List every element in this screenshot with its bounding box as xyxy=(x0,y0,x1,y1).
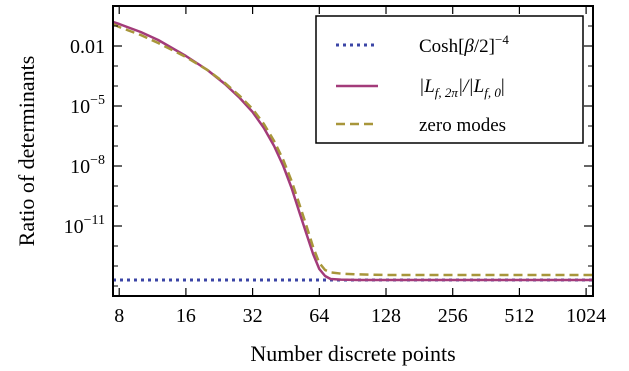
series-layer xyxy=(112,20,593,282)
x-axis-label: Number discrete points xyxy=(250,341,455,366)
x-tick-label-7: 1024 xyxy=(566,305,606,327)
plot-frame xyxy=(112,5,594,297)
x-tick-label-6: 512 xyxy=(504,305,534,327)
y-tick-label-1: 10−5 xyxy=(70,93,105,118)
ticks-layer: 8 16 32 64 128 256 512 1024 0.01 10−5 10−8 10−11 xyxy=(64,5,606,327)
x-tick-label-0: 8 xyxy=(114,305,124,327)
y-tick-label-3: 10−11 xyxy=(64,213,105,238)
x-tick-label-1: 16 xyxy=(176,305,196,327)
x-tick-label-3: 64 xyxy=(309,305,329,327)
y-tick-label-0: 0.01 xyxy=(70,36,105,58)
y-tick-label-2: 10−8 xyxy=(70,153,105,178)
legend-label-zero-modes: zero modes xyxy=(419,115,506,136)
series-line-1 xyxy=(112,20,593,282)
legend-box xyxy=(315,15,584,144)
x-tick-label-2: 32 xyxy=(243,305,263,327)
series-line-2 xyxy=(112,22,593,277)
y-axis-label: Ratio of determinants xyxy=(14,56,39,247)
x-tick-label-4: 128 xyxy=(371,305,401,327)
legend-label-cosh: Cosh[β/2]−4 xyxy=(419,32,509,57)
legend-label-ratio: |Lf, 2π|/|Lf, 0| xyxy=(419,76,505,100)
x-tick-label-5: 256 xyxy=(438,305,468,327)
legend: Cosh[β/2]−4 |Lf, 2π|/|Lf, 0| zero modes xyxy=(315,15,584,144)
